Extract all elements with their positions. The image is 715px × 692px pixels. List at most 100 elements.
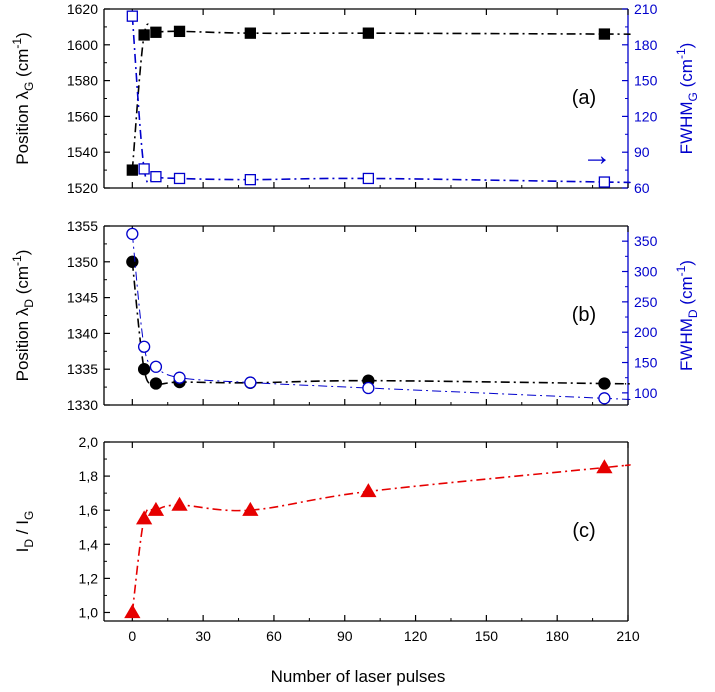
data-point-triangle xyxy=(147,501,165,516)
data-point-circle xyxy=(149,377,163,390)
axis-title-part: (cm xyxy=(677,59,696,92)
data-point-open-circle xyxy=(126,227,139,241)
y-left-tick-label: 1345 xyxy=(67,290,98,306)
y-left-tick-label: 1,4 xyxy=(79,536,99,552)
y-right-tick-label: 100 xyxy=(634,385,658,401)
y-right-tick-label: 180 xyxy=(634,37,658,53)
data-point-square xyxy=(173,25,186,38)
data-point-open-square xyxy=(126,10,138,22)
axis-title-part: (cm xyxy=(13,266,32,299)
data-point-open-square xyxy=(244,173,256,186)
data-point-open-square xyxy=(362,172,375,185)
x-tick-label: 180 xyxy=(546,628,570,644)
y-left-tick-label: 1,0 xyxy=(79,604,99,620)
axis-title-part: ) xyxy=(677,43,696,49)
data-point-triangle xyxy=(135,510,153,525)
axis-title-part: (cm xyxy=(13,49,32,82)
data-point-circle xyxy=(137,363,151,376)
axis-title-part: G xyxy=(686,92,700,101)
data-point-triangle xyxy=(124,604,141,619)
x-tick-label: 60 xyxy=(266,628,282,644)
data-point-open-circle xyxy=(137,340,151,353)
y-left-axis-title: ID / IG xyxy=(13,511,36,553)
axis-title-part: Position λ xyxy=(13,307,32,381)
x-tick-label: 0 xyxy=(128,628,136,644)
data-point-square xyxy=(244,27,256,39)
axis-title-part: -1 xyxy=(10,255,24,266)
data-point-open-circle xyxy=(173,371,186,384)
y-left-tick-label: 2,0 xyxy=(79,434,99,450)
y-left-axis-title: Position λG (cm-1) xyxy=(10,32,36,164)
y-right-tick-label: 150 xyxy=(634,355,658,371)
data-point-open-circle xyxy=(149,360,163,373)
y-left-tick-label: 1520 xyxy=(67,180,98,196)
y-right-tick-label: 250 xyxy=(634,294,658,310)
y-right-tick-label: 150 xyxy=(634,73,658,89)
data-point-open-circle xyxy=(362,381,375,395)
axis-title-part: D xyxy=(22,299,36,308)
data-point-open-circle xyxy=(244,376,257,389)
right-axis-arrow-annotation: → xyxy=(582,139,612,172)
panel-c: 1,0 1,2 1,4 1,6 1,8 2,0 0 30 60 90 120 150 180 210 Num… xyxy=(79,434,640,686)
data-point-open-square xyxy=(150,171,162,183)
x-tick-label: 150 xyxy=(475,628,499,644)
x-axis-title: Number of laser pulses xyxy=(271,667,446,686)
axis-title-part: (cm xyxy=(677,276,696,309)
axis-title-part: -1 xyxy=(10,38,24,49)
y-left-tick-label: 1580 xyxy=(67,73,98,89)
data-point-square xyxy=(362,27,375,39)
y-right-tick-label: 60 xyxy=(634,180,650,196)
y-left-tick-label: 1335 xyxy=(67,361,98,377)
x-tick-label: 30 xyxy=(195,628,211,644)
axis-title-part: FWHM xyxy=(677,101,696,154)
data-point-open-circle xyxy=(598,392,611,405)
axis-title-part: I xyxy=(13,548,32,553)
data-point-open-square xyxy=(598,176,611,188)
y-left-tick-label: 1,2 xyxy=(79,570,99,586)
axis-title-part: / I xyxy=(13,520,32,539)
axis-title-part: D xyxy=(686,309,700,318)
y-right-tick-label: 350 xyxy=(634,233,658,249)
y-left-tick-label: 1600 xyxy=(67,37,98,53)
series-line-left xyxy=(131,464,631,613)
x-tick-label: 90 xyxy=(337,628,353,644)
axis-title-part: ) xyxy=(13,250,32,256)
series-line-left xyxy=(131,23,631,171)
axis-title-part: D xyxy=(22,539,36,548)
data-point-square xyxy=(138,29,150,41)
axis-title-part: ) xyxy=(13,32,32,38)
y-right-tick-label: 120 xyxy=(634,108,658,124)
axis-title-part: ) xyxy=(677,260,696,266)
data-point-triangle xyxy=(242,501,259,516)
y-left-tick-label: 1350 xyxy=(67,254,98,270)
axis-title-part: Position λ xyxy=(13,91,32,165)
axis-title-part: G xyxy=(22,82,36,91)
panel-a: 1520 1540 1560 1580 1600 1620 60 90 120 150 180 210… xyxy=(67,1,658,196)
y-right-axis-title: FWHMG (cm-1) xyxy=(674,43,700,155)
data-point-square xyxy=(126,164,138,176)
data-point-triangle xyxy=(360,483,377,498)
data-point-triangle xyxy=(171,496,188,511)
axis-title-part: -1 xyxy=(674,265,688,276)
y-left-tick-label: 1,6 xyxy=(79,502,99,518)
y-right-axis-title: FWHMD (cm-1) xyxy=(674,260,700,371)
data-point-circle xyxy=(126,255,139,268)
series-line-right xyxy=(131,233,631,400)
y-left-tick-label: 1355 xyxy=(67,218,98,234)
y-right-tick-label: 90 xyxy=(634,144,650,160)
series-line-left xyxy=(131,261,631,386)
panel-label: (c) xyxy=(572,520,595,542)
data-point-square xyxy=(150,26,162,38)
panel-b: 1330 1335 1340 1345 1350 1355 100 150 200 250 300 3… xyxy=(67,218,658,413)
y-left-tick-label: 1620 xyxy=(67,1,98,17)
y-left-tick-label: 1,8 xyxy=(79,468,99,484)
axis-title-part: -1 xyxy=(674,48,688,59)
panel-label: (b) xyxy=(572,304,596,326)
y-right-tick-label: 210 xyxy=(634,1,658,17)
series-line-right xyxy=(131,16,631,184)
y-left-tick-label: 1560 xyxy=(67,108,98,124)
data-point-open-square xyxy=(138,163,150,175)
y-left-axis-title: Position λD (cm-1) xyxy=(10,250,36,382)
data-point-triangle xyxy=(596,459,613,474)
